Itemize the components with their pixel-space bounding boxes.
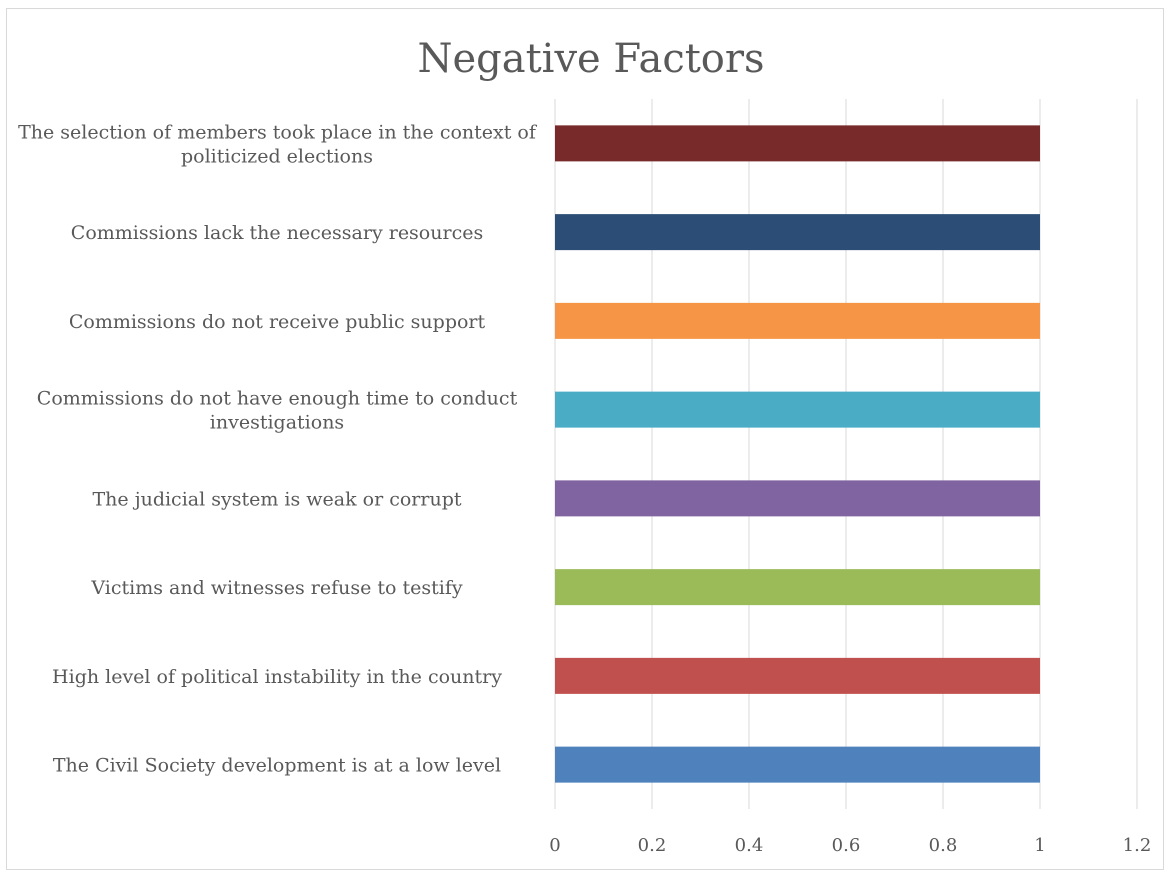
chart-frame: Negative Factors The selection of member… <box>6 8 1164 870</box>
bar <box>555 746 1040 783</box>
chart-title: Negative Factors <box>417 36 764 82</box>
bars <box>555 125 1040 783</box>
bar <box>555 214 1040 251</box>
category-label: The judicial system is weak or corrupt <box>93 488 462 510</box>
bar <box>555 569 1040 606</box>
x-tick-label: 0.2 <box>638 835 667 856</box>
category-label: Commissions do not receive public suppor… <box>69 311 486 333</box>
gridlines <box>554 99 1138 809</box>
bar <box>555 125 1040 162</box>
bar <box>555 657 1040 694</box>
x-tick-labels: 0 0.2 0.4 0.6 0.8 1 1.2 <box>549 835 1151 856</box>
category-label: High level of political instability in t… <box>52 666 502 688</box>
category-labels: The selection of members took place in t… <box>18 121 538 776</box>
x-tick-label: 1 <box>1034 835 1045 856</box>
category-label: Commissions lack the necessary resources <box>71 222 483 244</box>
category-label: Commissions do not have enough time to c… <box>37 388 518 434</box>
category-label: The selection of members took place in t… <box>18 121 538 167</box>
x-tick-label: 0.6 <box>832 835 861 856</box>
category-label: The Civil Society development is at a lo… <box>53 755 501 777</box>
bar <box>555 391 1040 428</box>
bar-chart: Negative Factors The selection of member… <box>18 36 1151 856</box>
x-tick-label: 1.2 <box>1123 835 1152 856</box>
x-tick-label: 0.4 <box>735 835 764 856</box>
x-tick-label: 0 <box>549 835 560 856</box>
x-tick-label: 0.8 <box>929 835 958 856</box>
bar <box>555 480 1040 517</box>
category-label: Victims and witnesses refuse to testify <box>90 577 462 599</box>
bar <box>555 302 1040 339</box>
